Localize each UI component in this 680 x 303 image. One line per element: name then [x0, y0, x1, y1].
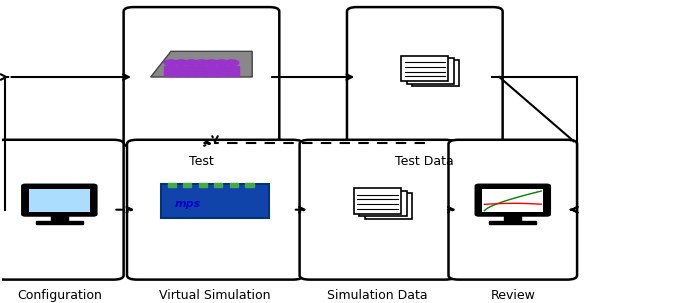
- Bar: [489, 221, 537, 224]
- FancyBboxPatch shape: [127, 140, 303, 280]
- FancyBboxPatch shape: [449, 140, 577, 280]
- Bar: [505, 214, 522, 221]
- FancyBboxPatch shape: [401, 56, 449, 81]
- FancyBboxPatch shape: [300, 140, 456, 280]
- Text: Review: Review: [490, 289, 535, 302]
- Circle shape: [184, 60, 198, 65]
- FancyBboxPatch shape: [475, 185, 550, 216]
- FancyBboxPatch shape: [161, 184, 269, 218]
- Polygon shape: [151, 51, 252, 77]
- Bar: [245, 183, 254, 187]
- Text: Virtual Simulation: Virtual Simulation: [159, 289, 271, 302]
- Bar: [199, 183, 207, 187]
- Text: Simulation Data: Simulation Data: [327, 289, 428, 302]
- Bar: [214, 183, 222, 187]
- FancyBboxPatch shape: [364, 193, 412, 218]
- Circle shape: [194, 60, 208, 65]
- FancyBboxPatch shape: [482, 189, 543, 211]
- Bar: [35, 221, 83, 224]
- Text: Configuration: Configuration: [17, 289, 102, 302]
- FancyBboxPatch shape: [29, 189, 90, 211]
- Text: Test: Test: [189, 155, 214, 168]
- FancyBboxPatch shape: [124, 7, 279, 147]
- Bar: [167, 183, 175, 187]
- Text: mps: mps: [175, 199, 201, 209]
- Circle shape: [215, 60, 228, 65]
- Bar: [174, 65, 188, 75]
- Circle shape: [205, 60, 218, 65]
- Bar: [183, 183, 191, 187]
- Bar: [194, 65, 208, 75]
- Bar: [51, 214, 68, 221]
- Bar: [225, 65, 239, 75]
- Bar: [165, 65, 177, 75]
- FancyBboxPatch shape: [412, 60, 459, 86]
- FancyBboxPatch shape: [0, 140, 124, 280]
- Circle shape: [225, 60, 239, 65]
- FancyBboxPatch shape: [359, 191, 407, 216]
- Bar: [230, 183, 238, 187]
- Text: Test Data: Test Data: [396, 155, 454, 168]
- FancyBboxPatch shape: [347, 7, 503, 147]
- FancyBboxPatch shape: [407, 58, 454, 84]
- Bar: [184, 65, 198, 75]
- Bar: [215, 65, 228, 75]
- FancyBboxPatch shape: [354, 188, 401, 214]
- Circle shape: [165, 60, 177, 65]
- Bar: [205, 65, 218, 75]
- FancyBboxPatch shape: [22, 185, 97, 216]
- Circle shape: [174, 60, 188, 65]
